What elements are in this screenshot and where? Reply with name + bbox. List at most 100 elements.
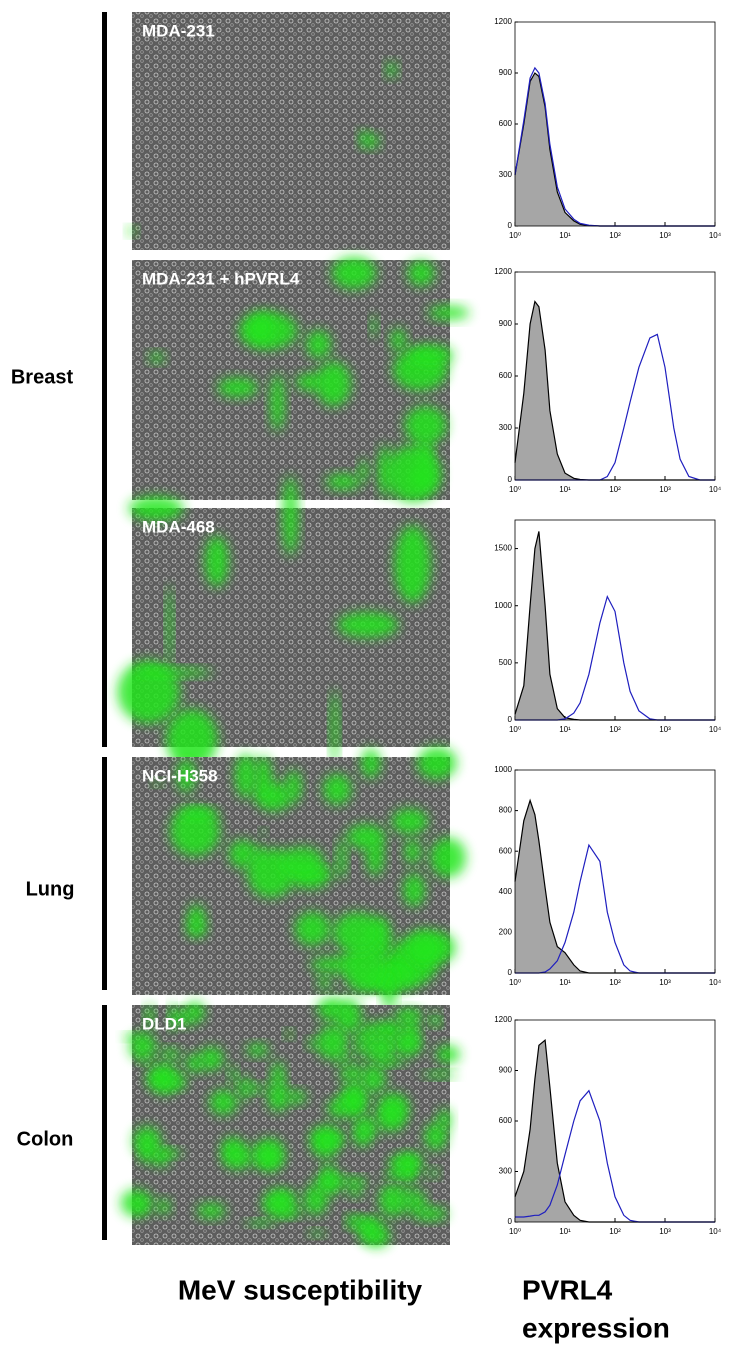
- infected-cells: [383, 1171, 412, 1179]
- infected-cells: [205, 535, 229, 587]
- infected-cells: [166, 585, 173, 665]
- group-bar: [102, 1005, 107, 1240]
- infected-cells: [145, 1003, 154, 1028]
- y-tick-label: 0: [508, 475, 513, 484]
- x-tick-label: 10¹: [559, 725, 571, 734]
- infected-cells: [356, 1025, 366, 1059]
- area-fill: [515, 73, 715, 226]
- infected-cells: [362, 1065, 386, 1093]
- infected-cells: [177, 808, 219, 819]
- infected-cells: [343, 1081, 367, 1115]
- infected-cells: [342, 942, 386, 993]
- infected-cells: [394, 1008, 423, 1024]
- infected-cells: [120, 1189, 153, 1217]
- infected-cells: [286, 769, 302, 803]
- infected-cells: [147, 1069, 171, 1088]
- y-tick-label: 0: [508, 968, 513, 977]
- y-tick-label: 600: [499, 1116, 513, 1125]
- infected-cells: [323, 773, 352, 805]
- cell-image: MDA-231 + hPVRL4: [132, 256, 470, 503]
- area-fill: [515, 531, 715, 720]
- cell-image: MDA-468: [117, 476, 450, 770]
- infected-cells: [435, 1045, 460, 1064]
- plot-frame: [514, 519, 716, 721]
- x-tick-label: 10²: [609, 725, 621, 734]
- infected-cells: [404, 839, 421, 864]
- infected-cells: [391, 1031, 422, 1057]
- area-fill: [515, 1040, 715, 1222]
- infected-cells: [424, 1122, 447, 1151]
- infected-cells: [128, 1032, 157, 1061]
- group-label: Lung: [26, 878, 75, 900]
- infected-cells: [437, 1109, 452, 1130]
- panel-label: MDA-231: [142, 21, 215, 40]
- y-tick-label: 900: [499, 1066, 513, 1075]
- infected-cells: [335, 999, 362, 1033]
- x-tick-label: 10⁴: [709, 231, 722, 240]
- infected-cells: [327, 1100, 349, 1117]
- infected-cells: [311, 1129, 339, 1158]
- area-fill: [515, 301, 715, 480]
- infected-cells: [238, 1075, 251, 1100]
- infected-cells: [309, 1229, 325, 1237]
- x-tick-label: 10⁰: [509, 485, 521, 494]
- infected-cells: [372, 1020, 404, 1041]
- cell-image: DLD1: [120, 997, 460, 1248]
- infected-cells: [331, 256, 377, 290]
- infected-cells: [379, 1183, 407, 1217]
- infected-cells: [285, 1030, 294, 1039]
- x-tick-label: 10⁴: [709, 725, 722, 734]
- infected-cells: [177, 758, 196, 793]
- x-tick-label: 10¹: [559, 978, 571, 987]
- infected-cells: [407, 260, 435, 286]
- x-tick-label: 10⁴: [709, 978, 722, 987]
- x-tick-label: 10²: [609, 978, 621, 987]
- infected-cells: [422, 1071, 457, 1079]
- image-background: [132, 12, 450, 250]
- infected-cells: [386, 62, 397, 77]
- x-tick-label: 10²: [609, 231, 621, 240]
- y-tick-label: 200: [499, 928, 513, 937]
- y-tick-label: 600: [499, 846, 513, 855]
- group-bar: [102, 757, 107, 990]
- y-tick-label: 1000: [494, 765, 512, 774]
- infected-cells: [348, 1183, 363, 1197]
- y-tick-label: 300: [499, 1167, 513, 1176]
- infected-cells: [354, 1115, 378, 1142]
- infected-cells: [209, 1089, 238, 1115]
- plot-frame: [514, 769, 716, 974]
- infected-cells: [262, 1192, 296, 1217]
- infected-cells: [247, 1083, 265, 1094]
- x-tick-label: 10¹: [559, 231, 571, 240]
- y-tick-label: 0: [508, 715, 513, 724]
- infected-cells: [377, 1102, 406, 1132]
- x-tick-label: 10¹: [559, 1227, 571, 1236]
- infected-cells: [337, 612, 399, 638]
- infected-cells: [185, 1054, 205, 1073]
- infected-cells: [316, 361, 351, 407]
- footer-right: PVRL4: [522, 1274, 613, 1305]
- infected-cells: [200, 1046, 224, 1071]
- cell-image: NCI-H358: [132, 746, 466, 1013]
- infected-cells: [407, 345, 454, 366]
- infected-cells: [317, 976, 332, 989]
- x-tick-label: 10³: [659, 725, 671, 734]
- infected-cells: [286, 1090, 307, 1104]
- x-tick-label: 10⁴: [709, 1227, 722, 1236]
- cell-image: MDA-231: [127, 12, 450, 250]
- infected-cells: [166, 709, 218, 770]
- infected-cells: [228, 839, 257, 868]
- infected-cells: [139, 1057, 152, 1064]
- infected-cells: [283, 476, 298, 556]
- infected-cells: [187, 904, 205, 931]
- x-tick-label: 10⁴: [709, 485, 722, 494]
- x-tick-label: 10³: [659, 485, 671, 494]
- x-tick-label: 10²: [609, 485, 621, 494]
- infected-cells: [247, 313, 275, 343]
- infected-cells: [306, 330, 331, 359]
- infected-cells: [267, 1084, 289, 1112]
- x-tick-label: 10³: [659, 978, 671, 987]
- infected-cells: [323, 1137, 342, 1145]
- infected-cells: [280, 847, 325, 878]
